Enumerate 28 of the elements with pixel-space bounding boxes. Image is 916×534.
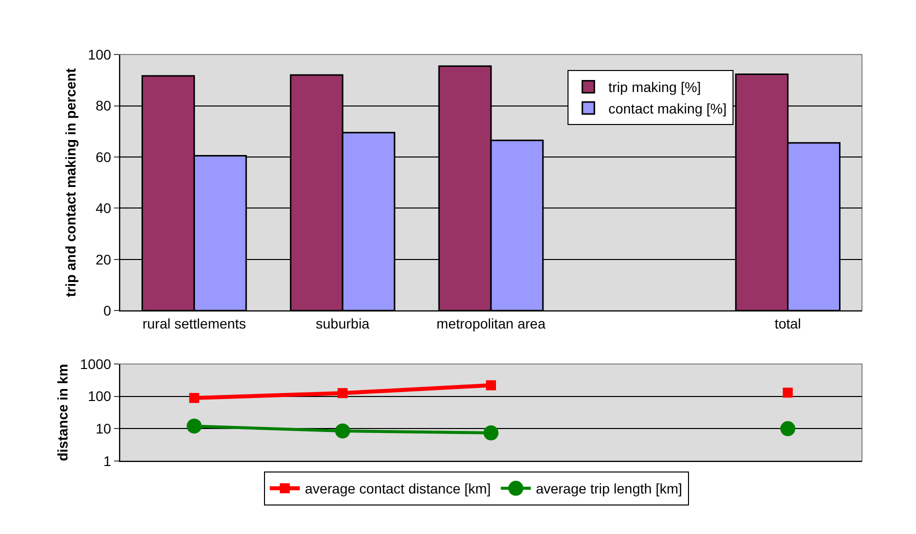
legend-label: average contact distance [km] [304, 480, 491, 497]
y-tick-label: 100 [88, 46, 112, 62]
x-tick-label: suburbia [316, 315, 370, 332]
y-tick-label: 100 [88, 388, 112, 404]
y-tick-label: 20 [96, 251, 112, 268]
point [189, 392, 200, 403]
y-tick-label: 10 [96, 420, 112, 437]
legend-label: contact making [%] [608, 100, 727, 116]
point [335, 423, 350, 438]
x-tick-label: rural settlements [142, 315, 246, 332]
x-tick-label: metropolitan area [436, 315, 546, 332]
point [782, 388, 793, 398]
y-tick-label: 1000 [80, 356, 112, 372]
legend-label: average trip length [km] [536, 480, 682, 497]
point [486, 380, 496, 390]
y-tick-label: 1 [103, 452, 112, 469]
y-axis-title: trip and contact making in percent [62, 68, 78, 297]
point [338, 388, 348, 398]
y-tick-label: 0 [103, 302, 112, 319]
point [484, 425, 498, 440]
x-tick-label: total [774, 315, 802, 332]
legend-label: trip making [%] [608, 79, 701, 96]
y-tick-label: 60 [96, 148, 112, 165]
point [780, 421, 796, 436]
y-axis-title: distance in km [54, 364, 71, 462]
y-tick-label: 80 [96, 98, 112, 114]
y-tick-label: 40 [96, 200, 112, 216]
point [186, 418, 202, 434]
